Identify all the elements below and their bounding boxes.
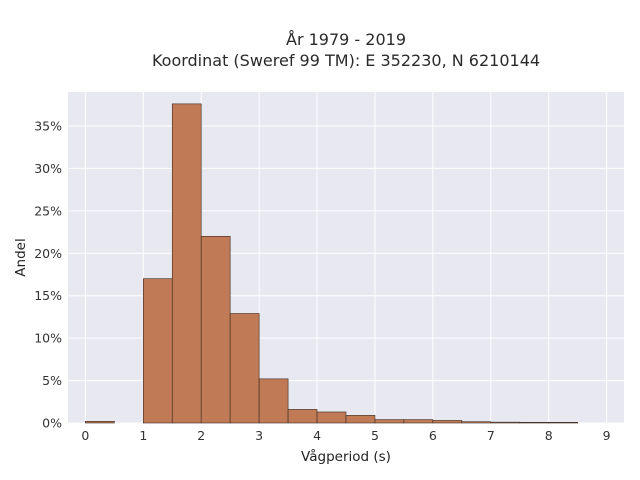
y-axis-label: Andel [13,238,29,276]
bars [85,103,578,424]
x-tick-label: 7 [487,428,495,443]
y-tick-label: 25% [34,203,62,218]
grid-lines [68,92,624,424]
histogram-bar [287,409,318,424]
y-tick-label: 0% [42,416,62,431]
y-tick-label: 15% [34,288,62,303]
x-tick-label: 6 [429,428,437,443]
histogram-bar [461,421,492,424]
histogram-bar [200,235,231,424]
chart-title: År 1979 - 2019 [286,30,406,49]
x-tick-label: 4 [313,428,321,443]
x-tick-label: 9 [603,428,611,443]
chart-subtitle: Koordinat (Sweref 99 TM): E 352230, N 62… [151,51,541,70]
histogram-bar [85,421,115,424]
histogram-bar [258,378,289,424]
histogram-bar [229,313,260,424]
histogram-bar [142,278,173,424]
x-tick-label: 0 [81,428,89,443]
histogram-bar [432,420,463,424]
y-tick-label: 10% [34,331,62,346]
x-axis-label: Vågperiod (s) [301,448,391,465]
histogram-bar [171,103,202,424]
y-tick-label: 20% [34,246,62,261]
histogram-bar [345,415,376,424]
y-axis-ticks: 0% 5% 10% 15% 20% 25% 30% 35% [34,118,62,430]
histogram-bar [374,419,405,424]
histogram-bar [548,422,578,424]
y-tick-label: 5% [42,373,62,388]
histogram-bar [403,419,434,424]
histogram-bar [490,421,521,424]
histogram-bar [316,411,347,424]
y-tick-label: 30% [34,161,62,176]
x-tick-label: 3 [255,428,263,443]
x-tick-label: 1 [139,428,147,443]
x-tick-label: 2 [197,428,205,443]
x-tick-label: 5 [371,428,379,443]
x-axis-ticks: 0 1 2 3 4 5 6 7 8 9 [81,428,610,443]
histogram-bar [519,422,550,424]
x-tick-label: 8 [545,428,553,443]
y-tick-label: 35% [34,118,62,133]
